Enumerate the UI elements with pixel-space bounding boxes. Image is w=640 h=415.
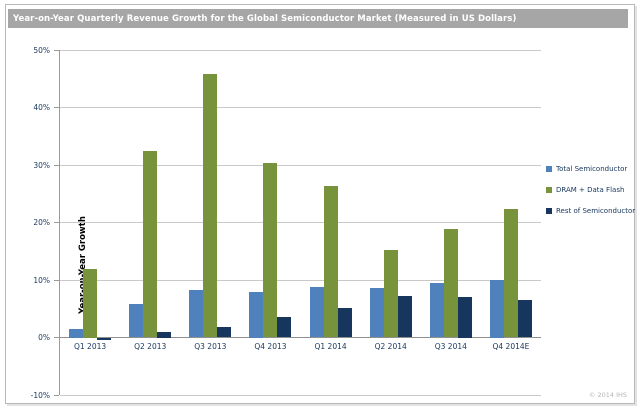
plot-area: Year-on-Year Growth 50% 40% 30% 20% 10% 0% -10… bbox=[31, 46, 541, 400]
chart-title-bar: Year-on-Year Quarterly Revenue Growth fo… bbox=[8, 9, 628, 28]
gridline bbox=[60, 107, 541, 108]
bar bbox=[517, 299, 532, 338]
gridline bbox=[60, 279, 541, 281]
legend-item: DRAM + Data Flash bbox=[546, 186, 635, 194]
bar bbox=[397, 296, 412, 338]
legend-label: DRAM + Data Flash bbox=[556, 186, 625, 194]
bar bbox=[83, 268, 98, 338]
y-tick-label: -10% bbox=[30, 390, 50, 400]
bar bbox=[503, 208, 518, 338]
legend-item: Total Semiconductor bbox=[546, 165, 635, 173]
y-tick-label: 20% bbox=[33, 218, 50, 227]
chart-frame: Year-on-Year Quarterly Revenue Growth fo… bbox=[5, 4, 635, 404]
y-tick-label: 40% bbox=[33, 103, 50, 112]
x-tick-label: Q4 2014E bbox=[492, 341, 530, 351]
bar bbox=[143, 151, 158, 338]
bar bbox=[203, 73, 218, 338]
chart-title: Year-on-Year Quarterly Revenue Growth fo… bbox=[13, 13, 517, 24]
gridline bbox=[60, 164, 541, 166]
y-axis-tick bbox=[54, 49, 59, 51]
bar bbox=[157, 331, 172, 338]
bar bbox=[249, 291, 264, 338]
bar bbox=[337, 307, 352, 338]
bar bbox=[129, 304, 144, 338]
legend-swatch bbox=[546, 166, 552, 172]
x-tick-label: Q1 2013 bbox=[73, 341, 107, 351]
legend-swatch bbox=[546, 208, 552, 214]
bar bbox=[69, 328, 84, 338]
legend: Total Semiconductor DRAM + Data Flash Rest… bbox=[546, 165, 635, 228]
bar bbox=[217, 326, 232, 338]
x-tick-label: Q1 2014 bbox=[314, 341, 347, 351]
bar bbox=[189, 290, 204, 338]
bar bbox=[443, 228, 458, 338]
bar bbox=[323, 186, 338, 338]
legend-swatch bbox=[546, 187, 552, 193]
x-tick-label: Q3 2014 bbox=[434, 341, 467, 351]
x-tick-label: Q4 2013 bbox=[254, 341, 287, 351]
x-tick-label: Q3 2013 bbox=[194, 341, 227, 351]
x-tick-label: Q2 2013 bbox=[134, 341, 167, 351]
bar bbox=[309, 286, 324, 338]
bar bbox=[277, 316, 292, 338]
bar bbox=[429, 283, 444, 338]
y-axis-tick bbox=[54, 394, 59, 396]
gridline bbox=[60, 394, 541, 396]
y-axis-tick bbox=[54, 222, 59, 223]
gridline bbox=[60, 337, 541, 338]
y-tick-label: 0% bbox=[38, 333, 50, 342]
y-tick-label: 50% bbox=[33, 45, 50, 55]
legend-label: Rest of Semiconductor bbox=[556, 207, 636, 215]
bar bbox=[489, 280, 504, 338]
bar bbox=[457, 297, 472, 338]
y-tick-label: 30% bbox=[33, 160, 50, 170]
legend-label: Total Semiconductor bbox=[556, 165, 628, 173]
y-tick-label: 10% bbox=[33, 275, 50, 285]
bar bbox=[383, 249, 398, 338]
gridline bbox=[60, 49, 541, 51]
y-axis-tick bbox=[54, 279, 59, 281]
y-axis-tick bbox=[54, 337, 59, 338]
x-tick-label: Q2 2014 bbox=[374, 341, 407, 351]
y-axis-tick bbox=[54, 164, 59, 166]
legend-item: Rest of Semiconductor bbox=[546, 207, 635, 215]
gridline bbox=[60, 222, 541, 223]
bar bbox=[97, 337, 112, 341]
bar bbox=[369, 288, 384, 338]
copyright-text: © 2014 IHS bbox=[588, 391, 627, 399]
y-axis-tick bbox=[54, 107, 59, 108]
bar bbox=[263, 163, 278, 338]
